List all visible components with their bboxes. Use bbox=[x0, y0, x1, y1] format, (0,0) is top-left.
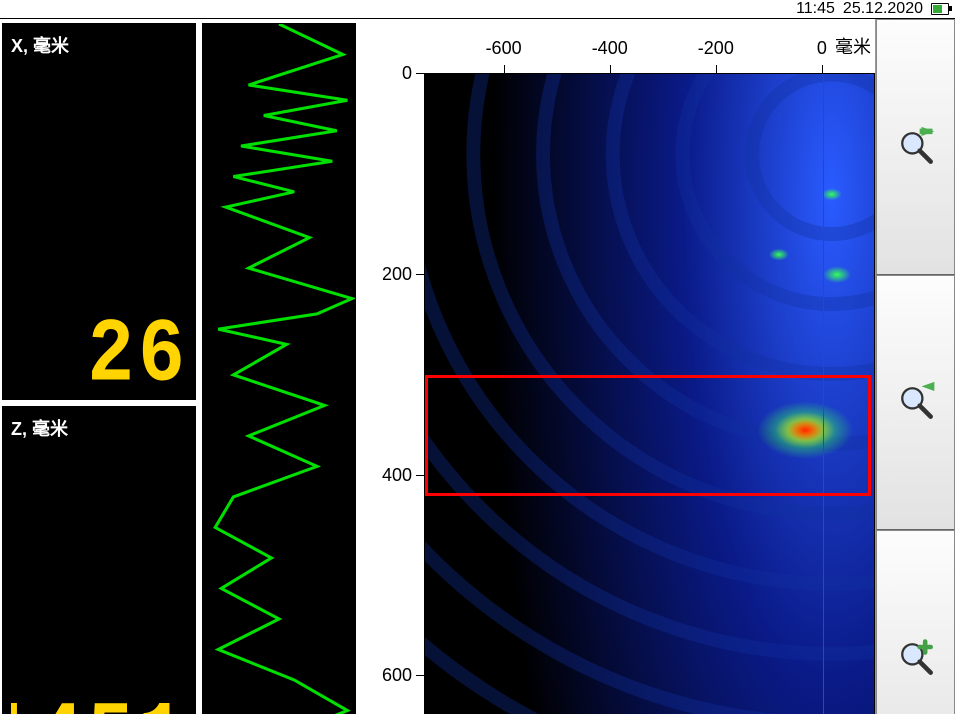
battery-icon bbox=[931, 3, 949, 15]
status-bar: 11:45 25.12.2020 bbox=[0, 0, 955, 19]
app-root: 11:45 25.12.2020 X, 毫米 26 Z, 毫米 1451 振幅 … bbox=[0, 0, 955, 714]
status-time: 11:45 bbox=[796, 0, 835, 18]
bscan-plot[interactable] bbox=[424, 73, 875, 714]
ascan-waveform bbox=[203, 24, 355, 714]
readout-x-value: 26 bbox=[11, 23, 189, 397]
bscan-x-axis: 毫米 -600-400-2000 bbox=[362, 19, 875, 73]
zoom-pan-right-button[interactable] bbox=[876, 19, 955, 275]
magnifier-arrow-right-icon bbox=[894, 125, 938, 169]
magnifier-plus-icon bbox=[894, 636, 938, 680]
readout-x: X, 毫米 26 bbox=[2, 23, 196, 400]
zoom-pan-left-button[interactable] bbox=[876, 275, 955, 531]
readout-z-value: 1451 bbox=[11, 406, 189, 714]
magnifier-arrow-left-icon bbox=[894, 380, 938, 424]
readout-z: Z, 毫米 1451 bbox=[2, 406, 196, 714]
bscan-y-axis: 0200400600800100012001400 bbox=[362, 73, 424, 714]
ascan-panel[interactable] bbox=[202, 23, 356, 714]
status-date: 25.12.2020 bbox=[843, 0, 923, 18]
readout-column: X, 毫米 26 Z, 毫米 1451 振幅 67.3 速度，米/秒 1750 bbox=[0, 19, 198, 714]
main-area: X, 毫米 26 Z, 毫米 1451 振幅 67.3 速度，米/秒 1750 … bbox=[0, 19, 955, 714]
zoom-in-button[interactable] bbox=[876, 530, 955, 714]
annotation-arrow bbox=[874, 74, 875, 714]
bscan-region: 毫米 -600-400-2000 02004006008001000120014… bbox=[358, 19, 875, 714]
right-toolbar bbox=[875, 19, 955, 714]
roi-rectangle bbox=[425, 375, 871, 495]
